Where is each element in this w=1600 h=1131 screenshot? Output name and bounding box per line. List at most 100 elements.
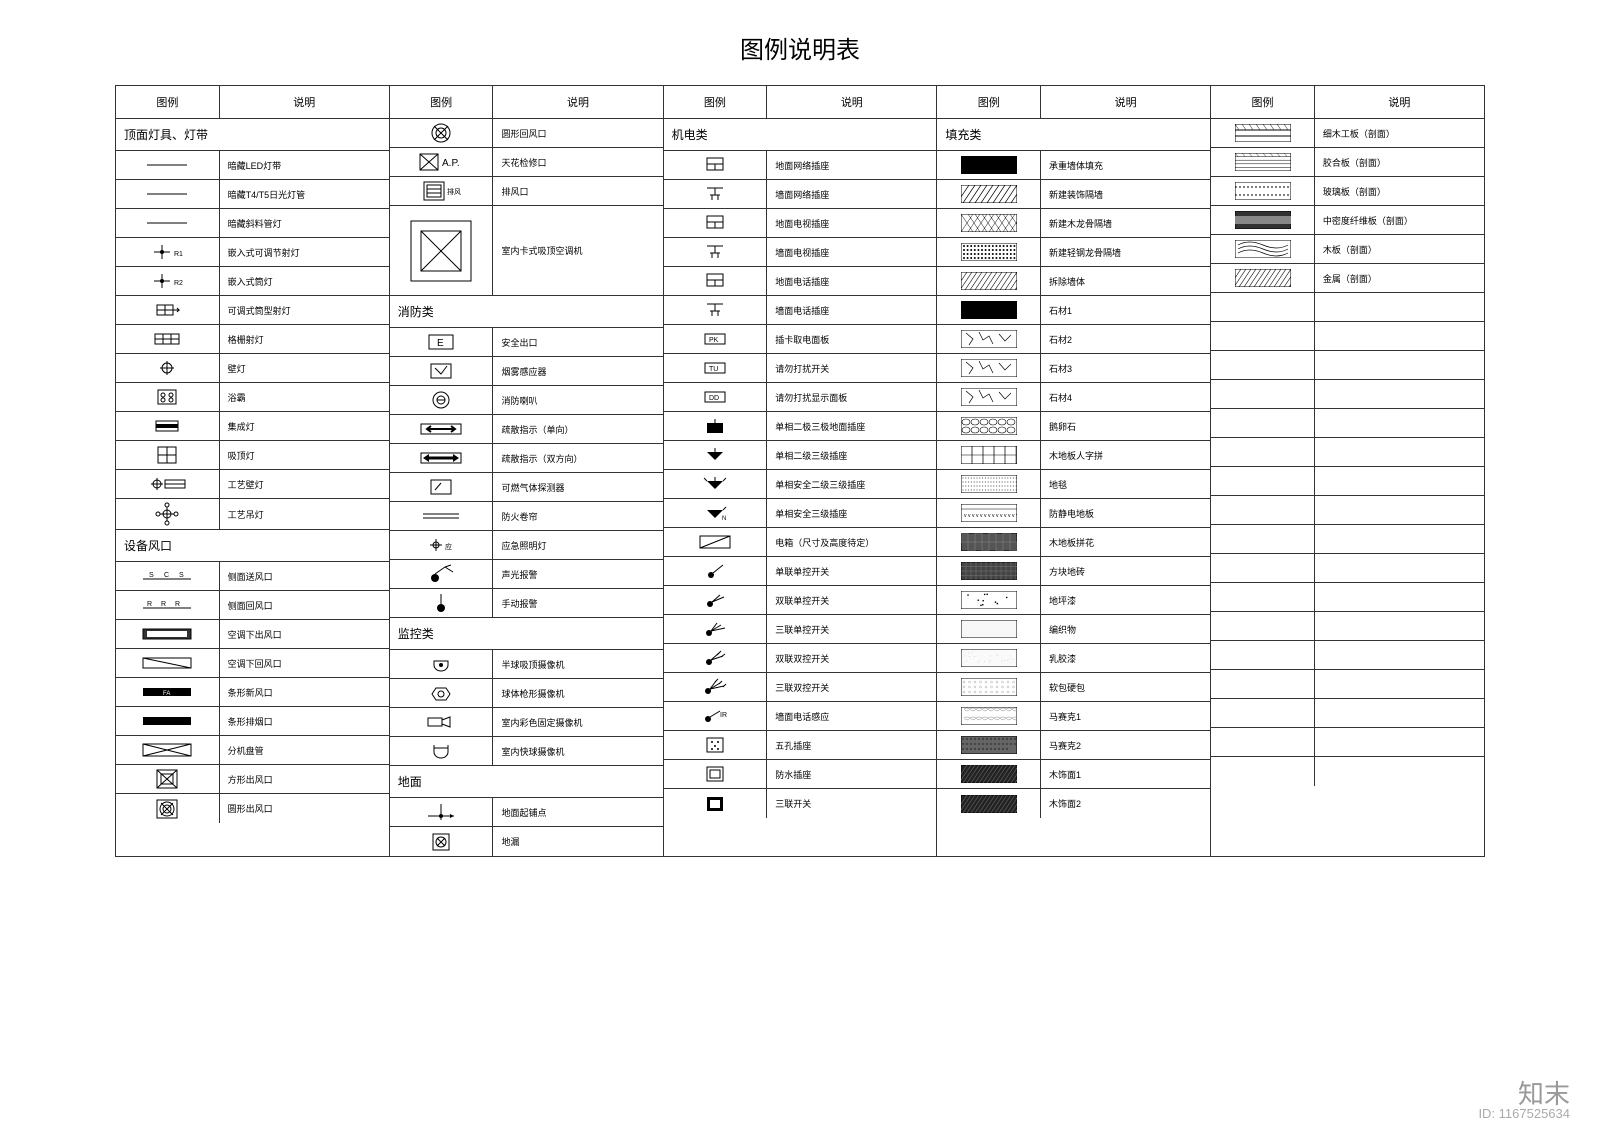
legend-row: 暗藏LED灯带 [116, 151, 389, 180]
svg-text:S: S [179, 572, 184, 579]
legend-row: 拆除墙体 [937, 267, 1210, 296]
desc-cell: 石材2 [1041, 325, 1210, 353]
legend-row: 疏散指示（单向） [390, 415, 663, 444]
desc-cell: 地面电话插座 [767, 267, 936, 295]
desc-cell: 暗藏LED灯带 [220, 151, 389, 179]
legend-row: 球体枪形摄像机 [390, 679, 663, 708]
symbol-cell [664, 296, 768, 324]
legend-row: 单相二级三级插座 [664, 441, 937, 470]
desc-cell: 三联开关 [767, 789, 936, 818]
symbol-cell [1211, 496, 1315, 524]
legend-row: IR墙面电话感应 [664, 702, 937, 731]
symbol-cell [937, 296, 1041, 324]
svg-text:R1: R1 [174, 251, 183, 258]
legend-grid: 图例说明顶面灯具、灯带暗藏LED灯带暗藏T4/T5日光灯管暗藏斜料管灯R1嵌入式… [0, 85, 1600, 857]
section-title: 监控类 [390, 618, 663, 650]
desc-cell: 格栅射灯 [220, 325, 389, 353]
symbol-cell [1211, 322, 1315, 350]
legend-row: 方块地砖 [937, 557, 1210, 586]
symbol-cell [937, 731, 1041, 759]
symbol-cell [1211, 699, 1315, 727]
desc-cell: 可燃气体探测器 [493, 473, 662, 501]
desc-cell: 软包硬包 [1041, 673, 1210, 701]
svg-text:v: v [976, 513, 979, 519]
desc-cell [1315, 641, 1484, 669]
header-desc: 说明 [1315, 86, 1484, 118]
symbol-cell [937, 180, 1041, 208]
legend-row: 烟雾感应器 [390, 357, 663, 386]
svg-text:FA: FA [163, 691, 170, 697]
desc-cell: 地漏 [493, 827, 662, 856]
column-header: 图例说明 [390, 86, 663, 119]
symbol-cell [1211, 670, 1315, 698]
desc-cell [1315, 670, 1484, 698]
legend-row [1211, 322, 1484, 351]
desc-cell: 单相安全二级三级插座 [767, 470, 936, 498]
symbol-cell [1211, 583, 1315, 611]
legend-row [1211, 757, 1484, 786]
desc-cell: 侧面回风口 [220, 591, 389, 619]
symbol-cell [390, 473, 494, 501]
desc-cell [1315, 293, 1484, 321]
desc-cell: 防静电地板 [1041, 499, 1210, 527]
symbol-cell: 应 [390, 531, 494, 559]
legend-row: 地面电视插座 [664, 209, 937, 238]
legend-row: 软包硬包 [937, 673, 1210, 702]
desc-cell: 电箱（尺寸及高度待定） [767, 528, 936, 556]
symbol-cell [937, 441, 1041, 469]
symbol-cell [664, 267, 768, 295]
symbol-cell [937, 528, 1041, 556]
desc-cell: 石材3 [1041, 354, 1210, 382]
desc-cell: 新建装饰隔墙 [1041, 180, 1210, 208]
desc-cell [1315, 525, 1484, 553]
svg-text:A.P.: A.P. [442, 158, 460, 169]
legend-row [1211, 293, 1484, 322]
symbol-cell [390, 589, 494, 617]
desc-cell: 墙面电话插座 [767, 296, 936, 324]
symbol-cell [937, 557, 1041, 585]
legend-row: 半球吸顶摄像机 [390, 650, 663, 679]
symbol-cell [390, 798, 494, 826]
svg-text:v: v [988, 513, 991, 519]
symbol-cell [664, 586, 768, 614]
legend-row: 单相安全二级三级插座 [664, 470, 937, 499]
symbol-cell [116, 707, 220, 735]
desc-cell: 排风口 [493, 177, 662, 205]
legend-row: 分机盘管 [116, 736, 389, 765]
column-1: 图例说明圆形回风口A.P.天花检修口排风排风口室内卡式吸顶空调机消防类E安全出口… [389, 85, 663, 857]
symbol-cell [937, 644, 1041, 672]
legend-row: SCS侧面送风口 [116, 562, 389, 591]
legend-row: 玻璃板（剖面） [1211, 177, 1484, 206]
legend-row: 新建木龙骨隔墙 [937, 209, 1210, 238]
legend-row: 新建轻钢龙骨隔墙 [937, 238, 1210, 267]
symbol-cell [390, 560, 494, 588]
symbol-cell [1211, 206, 1315, 234]
legend-row: 声光报警 [390, 560, 663, 589]
desc-cell [1315, 583, 1484, 611]
symbol-cell [1211, 467, 1315, 495]
legend-row: 墙面电视插座 [664, 238, 937, 267]
legend-row: 金属（剖面） [1211, 264, 1484, 293]
svg-text:v: v [996, 513, 999, 519]
desc-cell: 条形新风口 [220, 678, 389, 706]
section-title: 机电类 [664, 119, 937, 151]
column-2: 图例说明机电类地面网络插座墙面网络插座地面电视插座墙面电视插座地面电话插座墙面电… [663, 85, 937, 857]
symbol-cell [937, 267, 1041, 295]
legend-row: 木地板拼花 [937, 528, 1210, 557]
symbol-cell: DD [664, 383, 768, 411]
symbol-cell [390, 708, 494, 736]
legend-row: E安全出口 [390, 328, 663, 357]
legend-row [1211, 699, 1484, 728]
symbol-cell [664, 412, 768, 440]
desc-cell: 墙面网络插座 [767, 180, 936, 208]
desc-cell: 拆除墙体 [1041, 267, 1210, 295]
legend-row: 石材2 [937, 325, 1210, 354]
page-title: 图例说明表 [0, 0, 1600, 85]
legend-row: 中密度纤维板（剖面） [1211, 206, 1484, 235]
symbol-cell: SCS [116, 562, 220, 590]
desc-cell: 工艺壁灯 [220, 470, 389, 498]
symbol-cell: FA [116, 678, 220, 706]
legend-row: DD请勿打扰显示面板 [664, 383, 937, 412]
svg-text:v: v [972, 513, 975, 519]
desc-cell: 烟雾感应器 [493, 357, 662, 385]
